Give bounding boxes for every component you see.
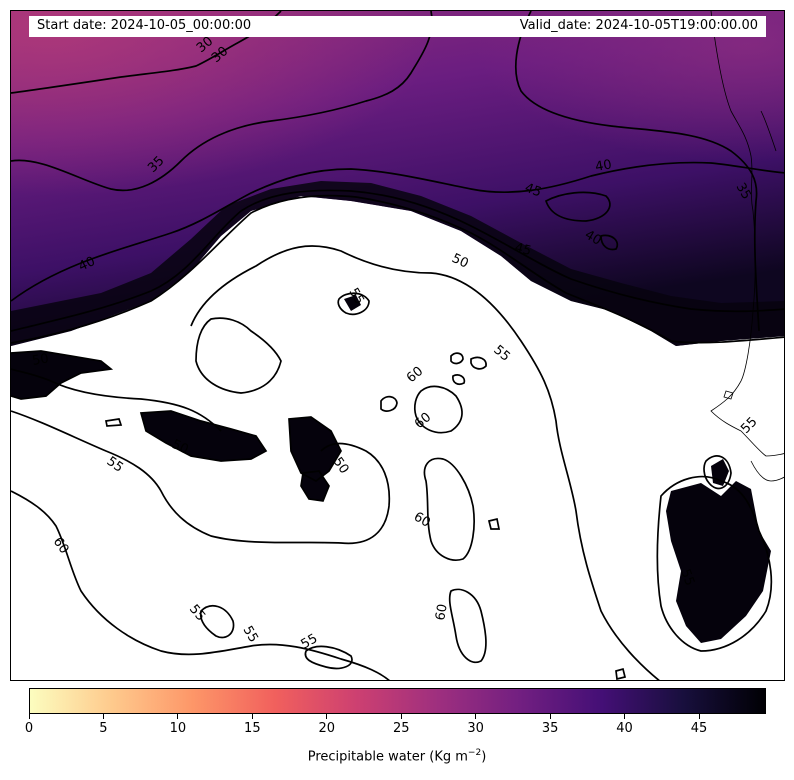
central-west-dark-patch bbox=[141, 411, 266, 461]
contour-50-boundary bbox=[11, 194, 784, 344]
contour-small-5 bbox=[452, 374, 466, 386]
colorbar-tick-mark bbox=[177, 714, 179, 719]
colorbar-tick-mark bbox=[251, 714, 253, 719]
contour-55-east-patch bbox=[656, 475, 773, 652]
precipitable-water-map: 30 30 35 40 40 45 45 40 35 50 55 55 50 5… bbox=[10, 10, 785, 681]
contour-small-6 bbox=[615, 667, 627, 680]
contour-50-central-2 bbox=[300, 470, 330, 502]
contour-60-east bbox=[413, 385, 463, 434]
north-glow-right bbox=[11, 11, 784, 346]
colorbar-title: Precipitable water (Kg m−2) bbox=[0, 748, 794, 764]
contour-small-1 bbox=[337, 292, 370, 316]
contour-label: 40 bbox=[76, 254, 97, 275]
contour-label: 55 bbox=[299, 631, 321, 652]
contour-label: 50 bbox=[449, 251, 470, 272]
colorbar-tick-mark bbox=[698, 714, 700, 719]
colorbar-tick-label: 45 bbox=[690, 721, 708, 736]
contour-50-central-west bbox=[139, 410, 268, 462]
colorbar-tick-mark bbox=[326, 714, 328, 719]
contour-small-2 bbox=[380, 395, 398, 412]
colorbar-tick-label: 25 bbox=[392, 721, 410, 736]
colorbar-tick-mark bbox=[549, 714, 551, 719]
contour-label: 55 bbox=[677, 567, 697, 588]
contour-label: 40 bbox=[594, 157, 613, 175]
colorbar-tick-label: 15 bbox=[244, 721, 261, 736]
contour-small-8 bbox=[487, 517, 501, 530]
contour-label: 55 bbox=[738, 415, 760, 437]
colorbar-title-main: Precipitable water (Kg m bbox=[307, 749, 468, 765]
contour-label: 45 bbox=[523, 181, 544, 201]
colorbar-tick-label: 35 bbox=[541, 721, 559, 736]
contour-35 bbox=[11, 11, 433, 192]
central-dark-patch bbox=[289, 417, 341, 481]
colorbar-title-end: ) bbox=[481, 749, 487, 765]
coastlines bbox=[710, 11, 784, 482]
contour-lines bbox=[11, 11, 784, 680]
contour-small-4 bbox=[470, 356, 487, 370]
contour-label: 50 bbox=[31, 351, 50, 369]
west-dark-patch bbox=[11, 351, 111, 399]
colorbar-tick-mark bbox=[624, 714, 626, 719]
contour-label: 55 bbox=[346, 286, 367, 308]
colorbar-tick-mark bbox=[28, 714, 30, 719]
contour-55-south-c bbox=[304, 645, 353, 670]
contour-label: 55 bbox=[186, 602, 208, 624]
valid-date-label: Valid_date: 2024-10-05T19:00:00.00 bbox=[519, 18, 758, 33]
contour-small-7 bbox=[104, 418, 123, 427]
contour-label: 45 bbox=[513, 240, 533, 259]
contour-label: 55 bbox=[490, 343, 512, 365]
contour-60-south-c bbox=[448, 588, 487, 664]
contour-label: 60 bbox=[50, 535, 72, 557]
contour-45-cell bbox=[544, 191, 611, 222]
contour-label: 55 bbox=[240, 624, 261, 646]
contour-55-west-loop bbox=[195, 317, 282, 394]
contour-60-south bbox=[11, 490, 390, 680]
contour-label: 60 bbox=[404, 364, 426, 386]
colorbar-tick-label: 20 bbox=[318, 721, 336, 736]
contour-60-central bbox=[423, 457, 475, 561]
colorbar-tick-mark bbox=[475, 714, 477, 719]
contour-50-west-patch bbox=[11, 350, 114, 400]
start-date-label: Start date: 2024-10-05_00:00:00 bbox=[37, 18, 252, 33]
contour-55-central bbox=[190, 245, 660, 680]
contour-55-south-b bbox=[199, 604, 235, 639]
contour-label: 60 bbox=[411, 509, 433, 530]
colorbar-tick-label: 30 bbox=[467, 721, 484, 736]
contour-50-central bbox=[288, 416, 342, 483]
colorbar-tick-label: 5 bbox=[99, 721, 108, 736]
contour-40-west bbox=[11, 161, 784, 302]
contour-label: 35 bbox=[733, 181, 754, 203]
north-dark-rim bbox=[11, 181, 784, 346]
small-dark-spot bbox=[344, 295, 361, 311]
contour-55-south bbox=[11, 410, 391, 545]
colorbar-tick-label: 0 bbox=[24, 721, 34, 736]
contour-55-east-b bbox=[703, 455, 732, 490]
central-dark-patch-2 bbox=[301, 471, 329, 501]
contour-small-3 bbox=[450, 352, 464, 365]
colorbar-tick-mark bbox=[400, 714, 402, 719]
colorbar-tick-label: 40 bbox=[616, 721, 633, 736]
contour-35-east bbox=[515, 11, 760, 332]
contour-45-border bbox=[11, 189, 784, 332]
contour-label: 40 bbox=[582, 227, 604, 248]
contour-label: 50 bbox=[169, 437, 190, 458]
contour-label: 55 bbox=[104, 454, 126, 476]
contour-40-small bbox=[600, 234, 619, 251]
map-canvas: 30 30 35 40 40 45 45 40 35 50 55 55 50 5… bbox=[11, 11, 784, 680]
colorbar-tick-label: 10 bbox=[169, 721, 187, 736]
colorbar-title-exponent: −2 bbox=[467, 748, 482, 758]
contour-55-north bbox=[11, 368, 222, 432]
colorbar bbox=[29, 688, 766, 714]
date-header: Start date: 2024-10-05_00:00:00 Valid_da… bbox=[29, 16, 766, 37]
contour-label: 60 bbox=[433, 603, 451, 622]
east-dark-patch bbox=[666, 481, 771, 643]
colorbar-tick-mark bbox=[102, 714, 104, 719]
